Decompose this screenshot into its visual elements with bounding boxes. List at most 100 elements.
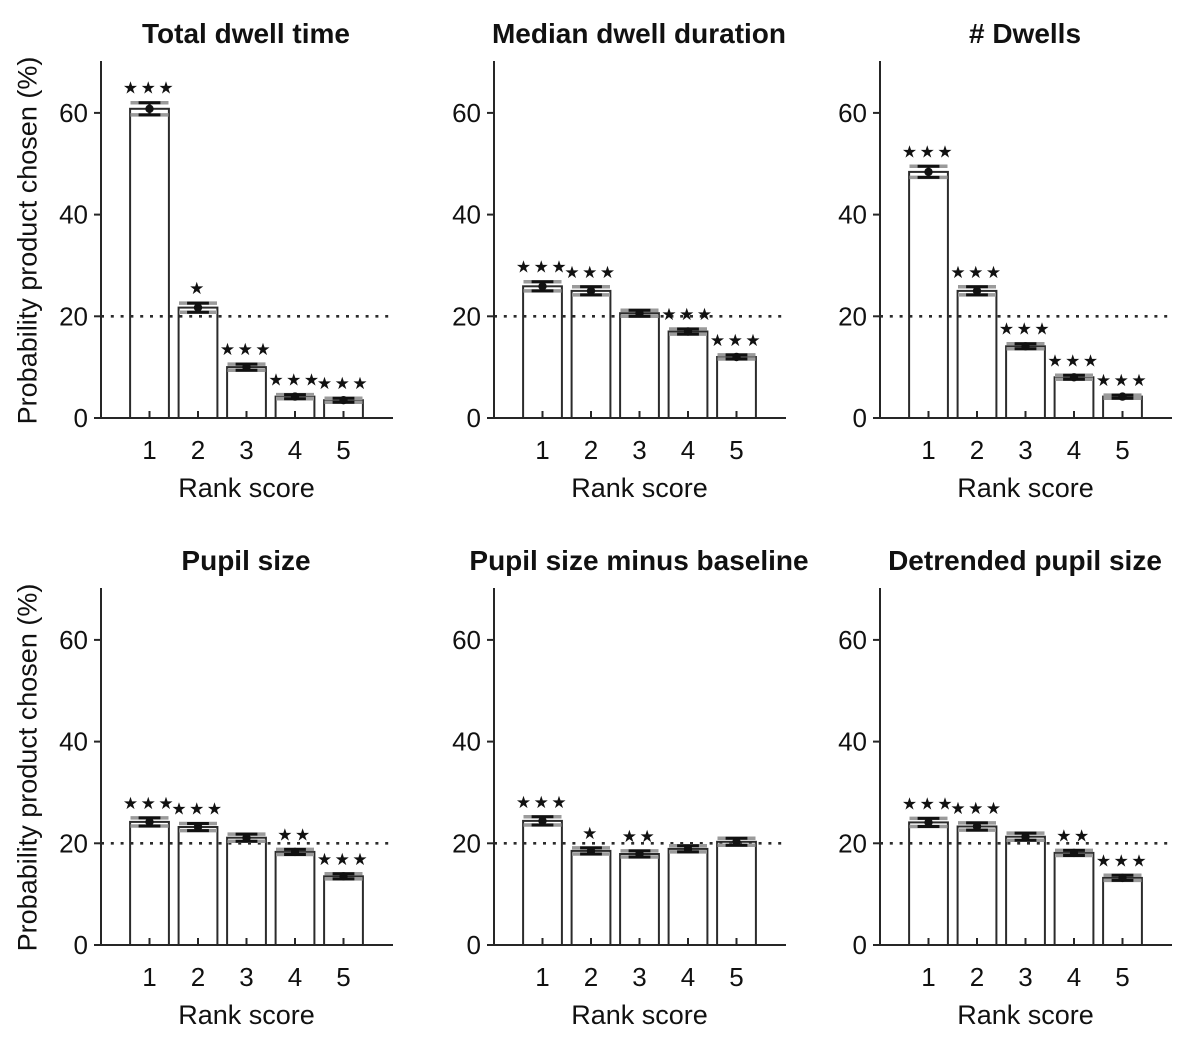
mean-marker [145, 817, 154, 827]
y-tick-label: 0 [467, 930, 481, 960]
bar-rank-2 [570, 289, 612, 419]
y-tick-label: 60 [59, 98, 88, 128]
x-axis-label: Rank score [957, 473, 1094, 503]
error-bar-rank-1 [909, 164, 948, 180]
bar-rank-5 [323, 875, 364, 946]
subplot-title: Total dwell time [142, 18, 350, 49]
x-tick-label: 2 [191, 962, 205, 992]
significance-stars: ★★★ [950, 799, 1003, 819]
y-tick-label: 20 [452, 301, 481, 331]
mean-marker [683, 327, 693, 336]
error-bar-rank-5 [717, 836, 756, 848]
y-tick-label: 20 [59, 301, 88, 331]
subplot-total-dwell-time: Total dwell time ★★★ ★ ★★★ ★★★ ★★★ 0 20 40 60 1 2 3… [43, 0, 403, 525]
bar-rank-4 [274, 850, 316, 946]
subplot-detrended-pupil-size: Detrended pupil size ★★★ ★★★ ★★ ★★★ 0 20 40 60 1… [822, 527, 1182, 1046]
bar-rank-4 [667, 847, 709, 946]
mean-marker [635, 309, 644, 318]
error-bar-rank-3 [620, 849, 659, 859]
significance-stars: ★★★ [564, 263, 617, 283]
x-axis-label: Rank score [178, 473, 315, 503]
y-tick-label: 0 [853, 403, 867, 433]
subplot-num-dwells: # Dwells ★★★ ★★★ ★★★ ★★★ ★★★ 0 20 40 60 1 2 3 4 5 Ran… [822, 0, 1182, 525]
error-bar-rank-4 [1055, 373, 1093, 382]
bar-rank-3 [1005, 835, 1046, 947]
significance-stars: ★★ [1056, 826, 1091, 846]
error-bar-rank-4 [276, 392, 314, 401]
error-bar-rank-1 [130, 816, 169, 828]
error-bar-rank-3 [620, 308, 659, 319]
y-tick-label: 60 [838, 98, 867, 128]
x-axis-label: Rank score [571, 473, 708, 503]
y-axis-label-row-2: Probability product chosen (%) [12, 583, 43, 952]
x-tick-label: 4 [1067, 962, 1081, 992]
x-tick-label: 4 [288, 962, 302, 992]
bar-rank-5 [1102, 876, 1143, 946]
error-bar-rank-1 [523, 279, 562, 293]
significance-stars: ★★★ [1096, 371, 1149, 391]
significance-stars: ★ [582, 824, 600, 844]
error-bar-rank-2 [958, 821, 996, 832]
y-tick-label: 60 [452, 625, 481, 655]
x-tick-label: 4 [681, 962, 695, 992]
bar-rank-1 [908, 821, 949, 946]
mean-marker [924, 818, 933, 827]
mean-marker [732, 837, 741, 846]
x-axis-label: Rank score [178, 1000, 315, 1030]
x-tick-label: 2 [584, 435, 598, 465]
mean-marker [242, 362, 251, 372]
error-bar-rank-2 [572, 846, 610, 856]
y-tick-label: 60 [838, 625, 867, 655]
x-tick-label: 5 [1115, 962, 1129, 992]
error-bar-rank-2 [958, 285, 996, 297]
mean-marker [972, 286, 982, 296]
error-bar-rank-1 [909, 816, 948, 829]
x-tick-label: 4 [288, 435, 302, 465]
significance-stars: ★★★ [268, 371, 321, 391]
significance-stars: ★★★ [220, 340, 273, 360]
y-tick-label: 40 [452, 727, 481, 757]
y-tick-label: 20 [838, 301, 867, 331]
error-bar-rank-5 [717, 352, 756, 362]
mean-marker [586, 846, 596, 856]
error-bar-rank-4 [1055, 848, 1093, 858]
subplot-title: Pupil size minus baseline [469, 545, 809, 576]
x-tick-label: 1 [921, 435, 935, 465]
x-tick-label: 1 [535, 435, 549, 465]
error-bar-rank-2 [572, 285, 610, 297]
mean-marker [1118, 392, 1127, 401]
error-bar-rank-3 [227, 362, 266, 372]
subplot-title: Detrended pupil size [888, 545, 1162, 576]
error-bar-rank-5 [1103, 873, 1142, 883]
error-bar-rank-1 [130, 100, 169, 117]
mean-marker [290, 847, 300, 857]
significance-stars: ★★★ [516, 793, 569, 813]
significance-stars: ★★ [277, 825, 312, 845]
bar-rank-3 [226, 366, 267, 420]
bar-rank-3 [1005, 345, 1046, 419]
bar-rank-3 [226, 836, 267, 947]
x-tick-label: 3 [1018, 962, 1032, 992]
subplot-title: Median dwell duration [491, 18, 786, 49]
x-tick-label: 3 [239, 435, 253, 465]
y-tick-label: 0 [74, 930, 88, 960]
significance-stars: ★★★ [123, 79, 176, 99]
y-tick-label: 40 [59, 200, 88, 230]
y-tick-label: 40 [838, 727, 867, 757]
bar-rank-2 [570, 849, 612, 946]
significance-stars: ★★★ [999, 320, 1052, 340]
mean-marker [972, 822, 982, 831]
y-tick-label: 0 [853, 930, 867, 960]
error-bar-rank-3 [1006, 831, 1045, 842]
bar-rank-3 [619, 853, 660, 946]
x-tick-label: 2 [970, 962, 984, 992]
error-bar-rank-4 [669, 844, 707, 854]
subplot-title: Pupil size [181, 545, 311, 576]
x-tick-label: 5 [336, 435, 350, 465]
x-tick-label: 4 [1067, 435, 1081, 465]
significance-stars: ★★★ [710, 331, 763, 351]
